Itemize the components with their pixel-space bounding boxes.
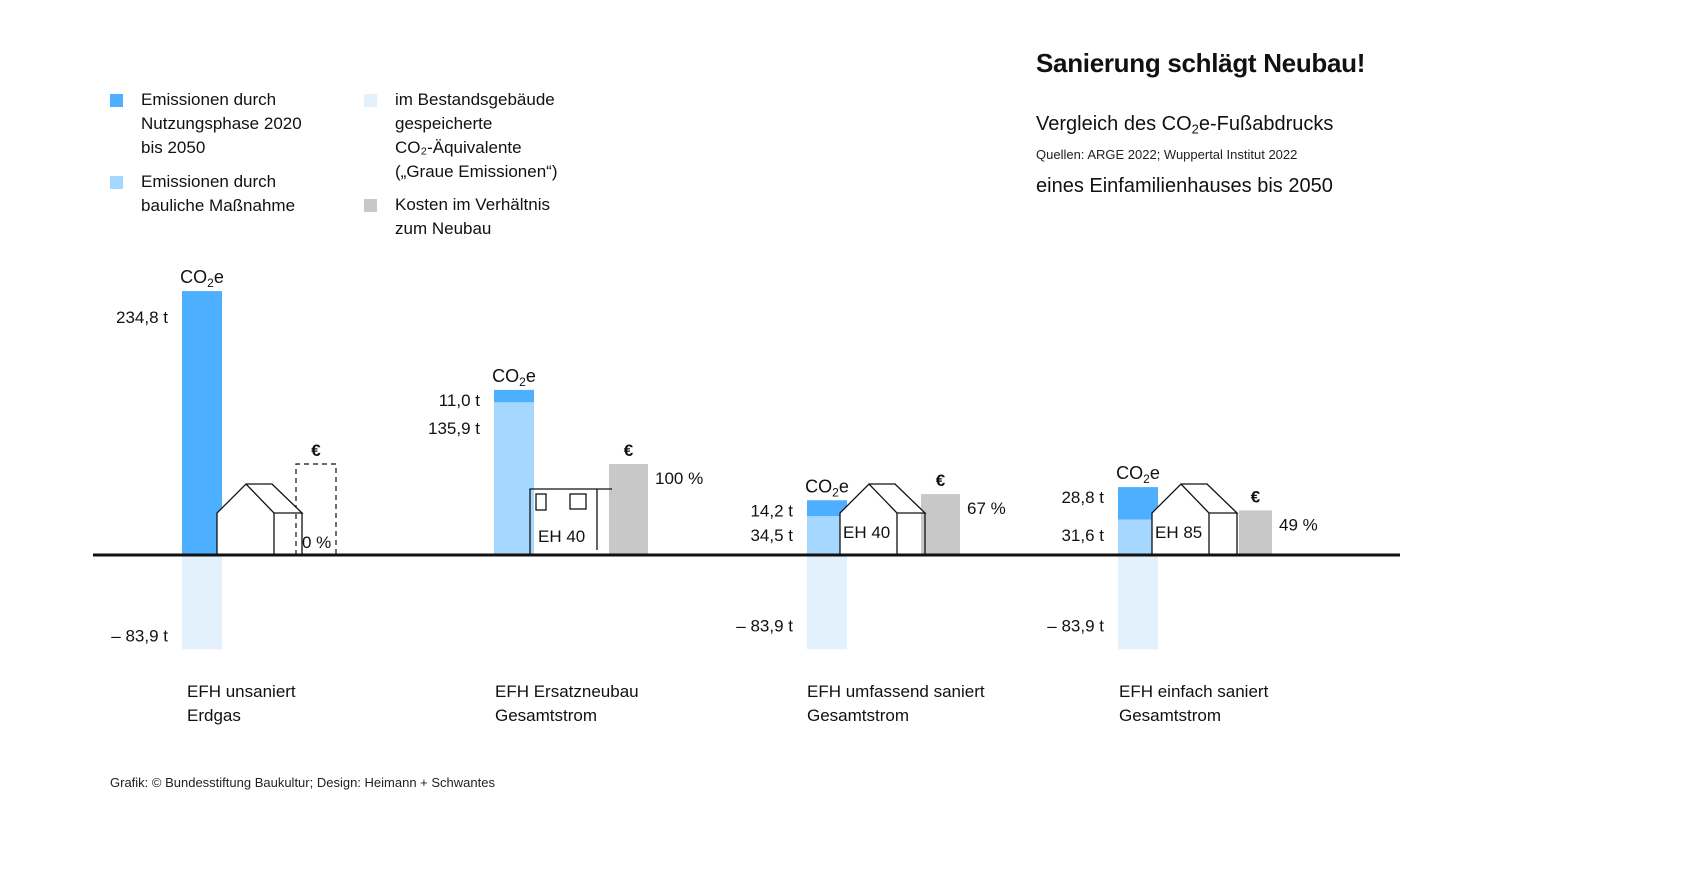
- legend-label: Emissionen durch Nutzungsphase 2020 bis …: [141, 90, 302, 157]
- bar-usage-emissions: [807, 500, 847, 517]
- co2e-label: CO2e: [492, 366, 536, 389]
- value-label-stored: – 83,9 t: [111, 626, 168, 645]
- house-efficiency-label: EH 40: [843, 523, 890, 542]
- value-label-stored: – 83,9 t: [1047, 616, 1104, 635]
- value-label-construction: 34,5 t: [750, 526, 793, 545]
- co2e-label: CO2e: [805, 476, 849, 499]
- source-note: Quellen: ARGE 2022; Wuppertal Institut 2…: [1036, 147, 1298, 162]
- window-icon: [535, 493, 547, 511]
- value-label-cost: 100 %: [655, 469, 703, 488]
- legend-item: Emissionen durch Nutzungsphase 2020 bis …: [110, 88, 302, 160]
- house-icon: [839, 483, 927, 555]
- value-label-cost: 67 %: [967, 499, 1006, 518]
- legend-swatch: [110, 176, 123, 189]
- house-efficiency-label: EH 85: [1155, 523, 1202, 542]
- euro-symbol: €: [1251, 487, 1261, 506]
- bar-stored-emissions: [182, 555, 222, 650]
- bar-cost: [921, 494, 960, 555]
- value-label-usage: 234,8 t: [116, 308, 168, 327]
- bar-construction-emissions: [494, 402, 534, 555]
- bar-usage-emissions: [494, 389, 534, 403]
- house-icon: [216, 483, 304, 555]
- legend-label: Kosten im Verhältnis zum Neubau: [395, 195, 550, 238]
- legend-swatch: [364, 199, 377, 212]
- value-label-usage: 28,8 t: [1061, 488, 1104, 507]
- co2e-label: CO2e: [180, 267, 224, 290]
- chart-subtitle: Vergleich des CO2e-Fußabdrucks eines Ein…: [1036, 81, 1333, 230]
- subtitle-text: Vergleich des CO: [1036, 113, 1192, 135]
- euro-symbol: €: [624, 441, 634, 460]
- value-label-stored: – 83,9 t: [736, 616, 793, 635]
- category-label: EFH Ersatzneubau Gesamtstrom: [495, 682, 639, 725]
- value-label-construction: 135,9 t: [428, 419, 480, 438]
- co2e-label: CO2e: [1116, 463, 1160, 486]
- value-label-usage: 14,2 t: [750, 501, 793, 520]
- bar-stored-emissions: [1118, 555, 1158, 650]
- category-label: EFH umfassend saniert Gesamtstrom: [807, 682, 985, 725]
- legend-label: im Bestandsgebäude gespeicherte CO₂-Äqui…: [395, 90, 558, 181]
- legend-swatch: [364, 94, 377, 107]
- legend-swatch: [110, 94, 123, 107]
- bar-usage-emissions: [1118, 487, 1158, 520]
- euro-symbol: €: [936, 471, 946, 490]
- legend-label: Emissionen durch bauliche Maßnahme: [141, 172, 296, 215]
- subtitle-subscript: 2: [1191, 121, 1199, 137]
- value-label-cost: 49 %: [1279, 515, 1318, 534]
- bar-stored-emissions: [807, 555, 847, 650]
- chart-title: Sanierung schlägt Neubau!: [1036, 48, 1366, 78]
- subtitle-line-2: eines Einfamilienhauses bis 2050: [1036, 175, 1333, 198]
- credit-line: Grafik: © Bundesstiftung Baukultur; Desi…: [110, 775, 495, 790]
- euro-symbol: €: [311, 441, 321, 460]
- window-icon: [569, 493, 587, 510]
- legend-item: Kosten im Verhältnis zum Neubau: [364, 193, 550, 241]
- value-label-construction: 31,6 t: [1061, 526, 1104, 545]
- value-label-usage: 11,0 t: [439, 391, 481, 410]
- category-label: EFH einfach saniert Gesamtstrom: [1119, 682, 1269, 725]
- bar-construction-emissions: [1118, 519, 1158, 555]
- house-efficiency-label: EH 40: [538, 527, 585, 546]
- bar-cost: [609, 464, 648, 555]
- house-icon: [1151, 483, 1239, 555]
- value-label-cost: 0 %: [302, 533, 331, 552]
- legend-item: im Bestandsgebäude gespeicherte CO₂-Äqui…: [364, 88, 558, 184]
- category-label: EFH unsaniert Erdgas: [187, 682, 296, 725]
- legend-item: Emissionen durch bauliche Maßnahme: [110, 170, 295, 218]
- subtitle-text-end: e-Fußabdrucks: [1198, 113, 1334, 135]
- bar-usage-emissions: [182, 291, 222, 555]
- bar-cost: [1239, 510, 1272, 555]
- house-flat-roof-icon: [529, 488, 612, 555]
